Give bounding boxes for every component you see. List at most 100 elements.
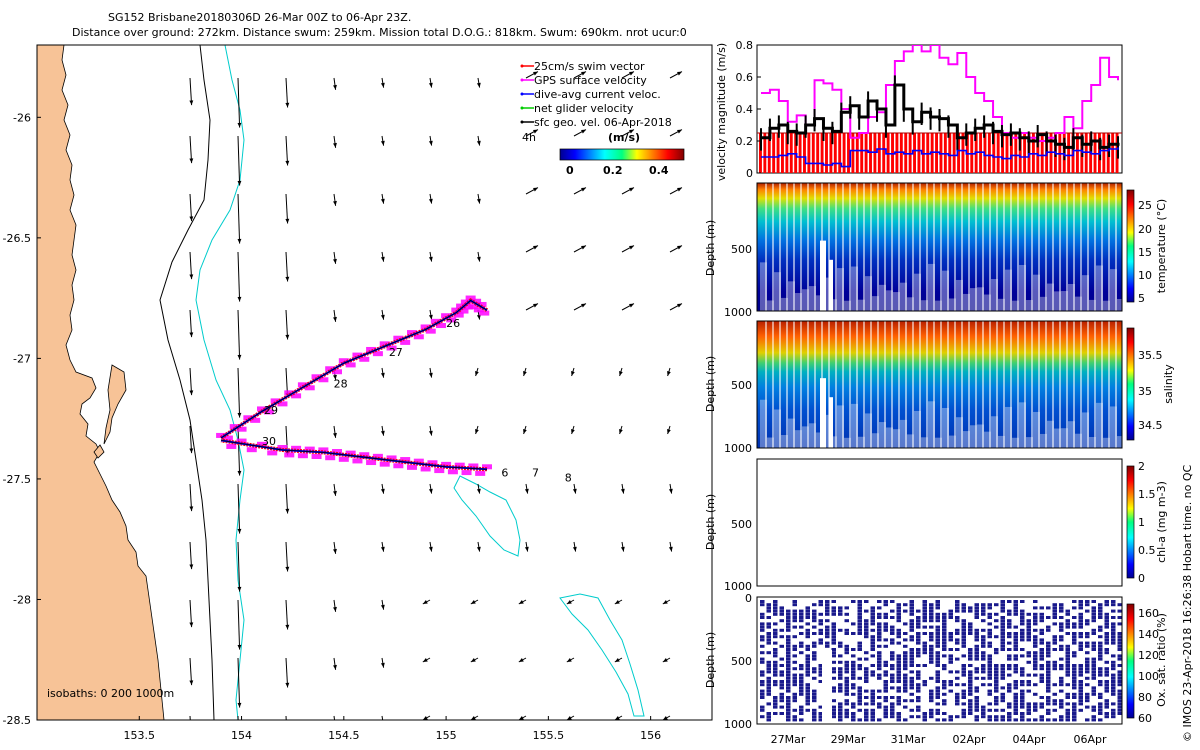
profile-gap-deep xyxy=(1082,412,1089,448)
profile-gap-deep xyxy=(858,299,865,311)
oxygen-sample xyxy=(903,654,908,658)
oxygen-sample xyxy=(1013,718,1018,722)
profile-gap xyxy=(1101,183,1103,311)
oxygen-sample xyxy=(1117,648,1122,651)
geostrophic-arrowhead xyxy=(518,600,524,604)
profile-gap xyxy=(989,183,991,311)
oxygen-sample xyxy=(773,628,778,632)
oxygen-sample xyxy=(909,628,914,632)
oxygen-sample xyxy=(812,667,817,671)
profile-gap-deep xyxy=(872,296,879,311)
oxygen-sample xyxy=(922,619,927,623)
oxygen-sample xyxy=(870,692,875,696)
data-gap xyxy=(820,240,826,311)
oxygen-sample xyxy=(1007,667,1012,671)
oxygen-sample xyxy=(1065,702,1070,706)
oxygen-sample xyxy=(1085,667,1090,671)
oxygen-sample xyxy=(870,648,875,651)
oxygen-sample xyxy=(870,715,875,719)
temperature-ytick-0: 500 xyxy=(731,243,752,256)
oxygen-sample xyxy=(1078,641,1083,645)
oxygen-sample xyxy=(877,676,882,680)
swim-speed-bar xyxy=(772,133,776,173)
oxygen-sample xyxy=(857,641,862,645)
oxygen-sample xyxy=(877,622,882,626)
oxygen-sample xyxy=(818,638,823,642)
oxygen-sample xyxy=(948,638,953,642)
oxygen-sample xyxy=(929,696,934,699)
oxygen-sample xyxy=(1020,670,1025,674)
oxygen-sample xyxy=(760,612,765,616)
oxygen-sample xyxy=(805,648,810,651)
oxygen-sample xyxy=(929,648,934,651)
geostrophic-arrowhead xyxy=(614,716,620,720)
oxygen-sample xyxy=(929,689,934,693)
oxygen-sample xyxy=(760,600,765,603)
oxygen-sample xyxy=(935,664,940,667)
oxygen-sample xyxy=(805,632,810,635)
oxygen-sample xyxy=(935,632,940,635)
oxygen-sample xyxy=(864,673,869,677)
oxygen-sample xyxy=(779,619,784,623)
oxygen-sample xyxy=(786,670,791,674)
day-label: 26 xyxy=(446,317,460,330)
oxygen-sample xyxy=(857,628,862,632)
geostrophic-arrowhead xyxy=(677,245,682,250)
profile-gap xyxy=(842,183,844,311)
oxygen-sample xyxy=(1013,692,1018,696)
time-xtick-0: 27Mar xyxy=(771,733,806,746)
chlorophyll-cbar-label: chl-a (mg m-3) xyxy=(1155,481,1168,563)
geostrophic-arrowhead xyxy=(662,716,668,720)
geostrophic-arrowhead xyxy=(470,658,476,662)
oxygen-sample xyxy=(857,676,862,680)
oxygen-sample xyxy=(1098,692,1103,696)
oxygen-sample xyxy=(935,651,940,655)
geostrophic-arrow xyxy=(285,657,289,688)
oxygen-sample xyxy=(792,644,797,648)
oxygen-sample xyxy=(883,696,888,699)
oxygen-sample xyxy=(890,654,895,658)
oxygen-sample xyxy=(864,667,869,671)
oxygen-sample xyxy=(870,641,875,645)
oxygen-sample xyxy=(773,600,778,603)
oxygen-sample xyxy=(1033,660,1038,664)
oxygen-sample xyxy=(760,680,765,683)
oxygen-sample xyxy=(870,635,875,639)
oxygen-sample xyxy=(942,686,947,690)
profile-gap xyxy=(926,183,928,311)
oxygen-sample xyxy=(792,718,797,722)
oxygen-sample xyxy=(766,638,771,642)
swim-speed-bar xyxy=(776,133,780,173)
oxygen-sample xyxy=(1020,635,1025,639)
oxygen-sample xyxy=(1091,670,1096,674)
oxygen-sample xyxy=(916,699,921,703)
oxygen-sample xyxy=(1020,654,1025,658)
oxygen-sample xyxy=(1059,664,1064,667)
data-gap xyxy=(820,378,826,448)
oxygen-sample xyxy=(1078,667,1083,671)
profile-gap xyxy=(940,183,942,311)
oxygen-sample xyxy=(792,676,797,680)
oxygen-sample xyxy=(1098,696,1103,699)
geostrophic-arrowhead xyxy=(237,296,242,302)
oxygen-sample xyxy=(1046,660,1051,664)
track-return-gps-mark xyxy=(393,463,404,469)
oxygen-sample xyxy=(922,644,927,648)
oxygen-sample xyxy=(1111,673,1116,677)
oxygen-sample xyxy=(766,641,771,645)
oxygen-sample xyxy=(929,603,934,607)
oxygen-sample xyxy=(1059,638,1064,642)
oxygen-sample xyxy=(1091,705,1096,709)
map-xtick-label: 154 xyxy=(231,729,252,742)
oxygen-sample xyxy=(968,673,973,677)
oxygen-sample xyxy=(909,609,914,613)
oxygen-sample xyxy=(974,654,979,658)
geostrophic-arrowhead xyxy=(422,658,428,662)
oxygen-sample xyxy=(838,715,843,719)
oxygen-sample xyxy=(1117,622,1122,626)
geostrophic-arrow xyxy=(381,715,384,720)
geostrophic-arrowhead xyxy=(518,658,524,662)
oxygen-sample xyxy=(799,667,804,671)
oxygen-sample xyxy=(1072,600,1077,603)
oxygen-sample xyxy=(1033,600,1038,603)
